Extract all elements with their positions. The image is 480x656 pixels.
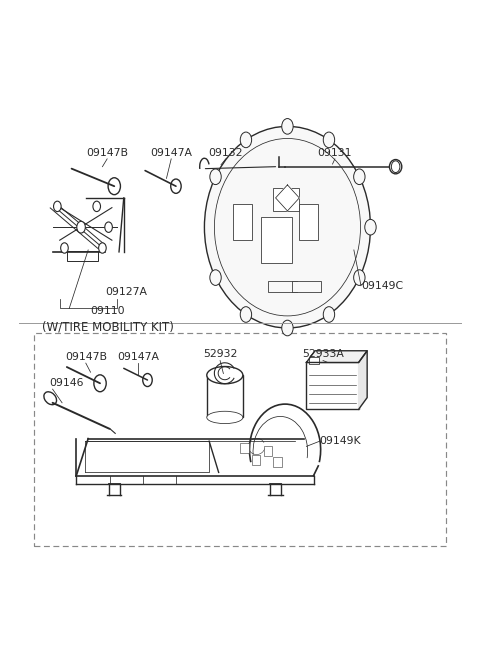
Circle shape	[54, 201, 61, 212]
Ellipse shape	[204, 127, 371, 328]
Circle shape	[323, 132, 335, 148]
Circle shape	[323, 307, 335, 322]
Circle shape	[240, 132, 252, 148]
Text: 09132: 09132	[208, 148, 243, 157]
Circle shape	[105, 222, 112, 232]
Circle shape	[365, 219, 376, 235]
Bar	[273, 188, 300, 211]
Circle shape	[354, 169, 365, 184]
Bar	[261, 217, 292, 263]
Text: 09149C: 09149C	[361, 281, 403, 291]
Text: (W/TIRE MOBILITY KIT): (W/TIRE MOBILITY KIT)	[42, 320, 174, 333]
Polygon shape	[306, 351, 367, 363]
Bar	[273, 457, 282, 467]
Bar	[207, 375, 243, 417]
Bar	[306, 363, 359, 409]
Bar	[67, 251, 97, 261]
Text: 09147B: 09147B	[86, 148, 128, 157]
Circle shape	[98, 243, 106, 253]
Circle shape	[282, 320, 293, 336]
Text: 09149K: 09149K	[320, 436, 361, 446]
Circle shape	[77, 221, 85, 233]
Polygon shape	[359, 351, 367, 409]
Circle shape	[240, 307, 252, 322]
Bar	[264, 446, 272, 456]
Bar	[292, 281, 321, 292]
Ellipse shape	[207, 367, 243, 384]
Text: 09146: 09146	[49, 378, 84, 388]
Circle shape	[282, 119, 293, 134]
Bar	[309, 358, 319, 364]
Bar	[300, 205, 318, 240]
Ellipse shape	[207, 411, 243, 424]
Text: 09131: 09131	[318, 148, 352, 157]
Text: 09147A: 09147A	[117, 352, 159, 362]
Circle shape	[93, 201, 100, 212]
Bar	[268, 281, 297, 292]
Bar	[233, 205, 252, 240]
Bar	[34, 333, 446, 546]
Text: 09147B: 09147B	[65, 352, 107, 362]
Bar	[240, 443, 249, 453]
Bar	[252, 455, 261, 464]
Polygon shape	[276, 185, 300, 211]
Circle shape	[210, 169, 221, 184]
Text: 52933A: 52933A	[302, 349, 344, 359]
Circle shape	[210, 270, 221, 285]
Circle shape	[354, 270, 365, 285]
Circle shape	[60, 243, 68, 253]
Text: 09147A: 09147A	[150, 148, 192, 157]
Text: 09127A: 09127A	[105, 287, 147, 297]
Ellipse shape	[44, 392, 57, 405]
Text: 09110: 09110	[91, 306, 125, 316]
Text: 52932: 52932	[203, 349, 237, 359]
